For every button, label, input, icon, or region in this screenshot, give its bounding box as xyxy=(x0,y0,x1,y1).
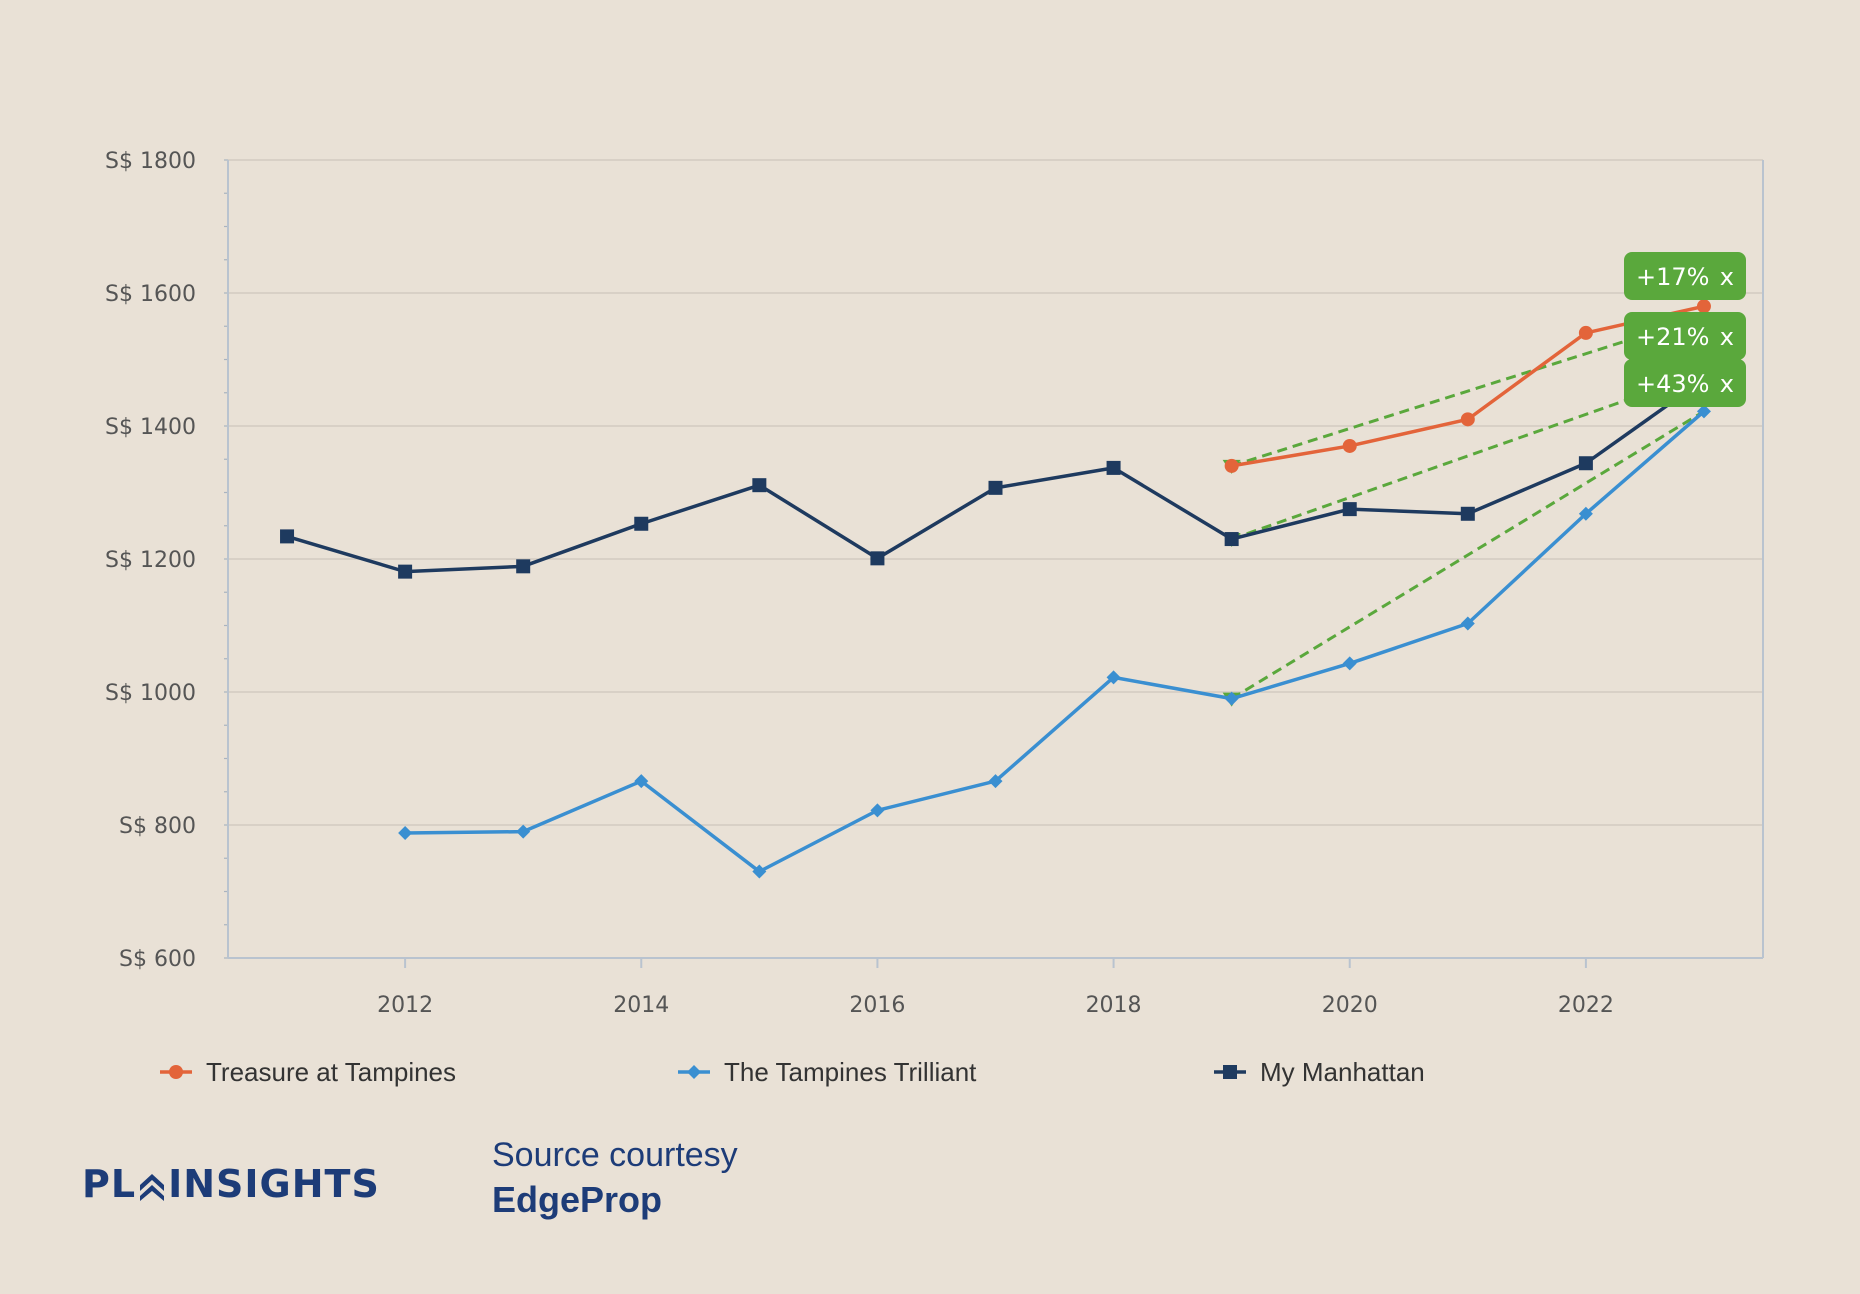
source-label: Source courtesy xyxy=(492,1136,738,1174)
legend-label: Treasure at Tampines xyxy=(206,1057,456,1087)
legend-item-0: Treasure at Tampines xyxy=(160,1057,456,1087)
data-point xyxy=(516,824,531,839)
chevron-up-icon xyxy=(140,1174,165,1201)
x-tick-label-2012: 2012 xyxy=(377,993,433,1018)
legend-label: The Tampines Trilliant xyxy=(724,1057,977,1087)
data-point xyxy=(1224,532,1239,547)
y-tick-label-600: S$ 600 xyxy=(119,947,196,972)
y-tick-label-1400: S$ 1400 xyxy=(105,415,196,440)
trend-guide-2 xyxy=(1230,410,1705,700)
data-point xyxy=(280,529,295,544)
badge-label: +17% xyxy=(1636,263,1709,291)
data-point xyxy=(752,864,767,879)
y-tick-label-1200: S$ 1200 xyxy=(105,548,196,573)
x-tick-label-2020: 2020 xyxy=(1322,993,1378,1018)
x-tick-label-2016: 2016 xyxy=(849,993,905,1018)
chart-axes: S$ 600 S$ 800 S$ 1000 S$ 1200 S$ 1400 S$ 1600… xyxy=(105,149,1764,1018)
data-point xyxy=(1224,458,1239,473)
change-badges: +17% x +21% x +43% x xyxy=(1624,252,1746,407)
legend-marker xyxy=(169,1065,183,1079)
legend-item-1: The Tampines Trilliant xyxy=(678,1057,977,1087)
x-tick-label-2022: 2022 xyxy=(1558,993,1614,1018)
chart-gridlines xyxy=(228,159,1763,959)
data-point xyxy=(1460,412,1475,427)
data-point xyxy=(398,564,413,579)
legend-item-2: My Manhattan xyxy=(1214,1057,1425,1087)
series-line-1 xyxy=(405,410,1706,874)
data-point xyxy=(870,551,885,566)
chart-legend: Treasure at Tampines The Tampines Trillia… xyxy=(160,1057,1425,1087)
footer: PL INSIGHTS Source courtesy EdgeProp xyxy=(82,1136,982,1270)
data-point xyxy=(634,774,649,789)
data-point xyxy=(1696,299,1711,314)
x-tick-label-2014: 2014 xyxy=(613,993,669,1018)
x-tick-label-2018: 2018 xyxy=(1086,993,1142,1018)
data-point xyxy=(516,559,531,574)
change-badge-0: +17% x xyxy=(1624,252,1746,300)
series-1 xyxy=(398,404,1711,879)
data-point xyxy=(1106,460,1121,475)
data-point xyxy=(1342,656,1357,671)
data-point xyxy=(1460,616,1475,631)
y-tick-label-1800: S$ 1800 xyxy=(105,149,196,174)
badge-background xyxy=(1624,252,1746,300)
data-point xyxy=(1224,691,1239,706)
badge-background xyxy=(1624,312,1746,360)
series-2 xyxy=(280,372,1711,579)
data-point xyxy=(988,480,1003,495)
chart-series xyxy=(280,299,1711,879)
y-tick-label-1600: S$ 1600 xyxy=(105,282,196,307)
data-point xyxy=(1578,456,1593,471)
legend-label: My Manhattan xyxy=(1260,1057,1425,1087)
close-icon: x xyxy=(1720,263,1734,291)
brand-logo: PL INSIGHTS xyxy=(82,1162,380,1206)
close-icon: x xyxy=(1720,370,1734,398)
close-icon: x xyxy=(1720,323,1734,351)
trend-guide-0 xyxy=(1231,314,1705,468)
data-point xyxy=(1106,670,1121,685)
logo-text-right: INSIGHTS xyxy=(168,1162,380,1206)
data-point xyxy=(1578,325,1593,340)
data-point xyxy=(1696,404,1711,419)
series-line-2 xyxy=(286,378,1705,574)
badge-label: +21% xyxy=(1636,323,1709,351)
data-point xyxy=(1460,506,1475,521)
data-point xyxy=(1342,438,1357,453)
source-name: EdgeProp xyxy=(492,1179,663,1220)
y-tick-label-800: S$ 800 xyxy=(119,814,196,839)
badge-label: +43% xyxy=(1636,370,1709,398)
data-point xyxy=(1342,502,1357,517)
source-credit: Source courtesy EdgeProp xyxy=(492,1136,738,1221)
change-badge-2: +43% x xyxy=(1624,359,1746,407)
legend-marker xyxy=(1223,1065,1237,1079)
data-point xyxy=(988,774,1003,789)
data-point xyxy=(1578,506,1593,521)
logo-text-left: PL xyxy=(82,1162,137,1206)
data-point xyxy=(870,803,885,818)
legend-marker xyxy=(687,1065,701,1079)
data-point xyxy=(398,825,413,840)
badge-background xyxy=(1624,359,1746,407)
data-point xyxy=(752,478,767,493)
change-badge-1: +21% x xyxy=(1624,312,1746,360)
data-point xyxy=(634,516,649,531)
y-tick-label-1000: S$ 1000 xyxy=(105,681,196,706)
